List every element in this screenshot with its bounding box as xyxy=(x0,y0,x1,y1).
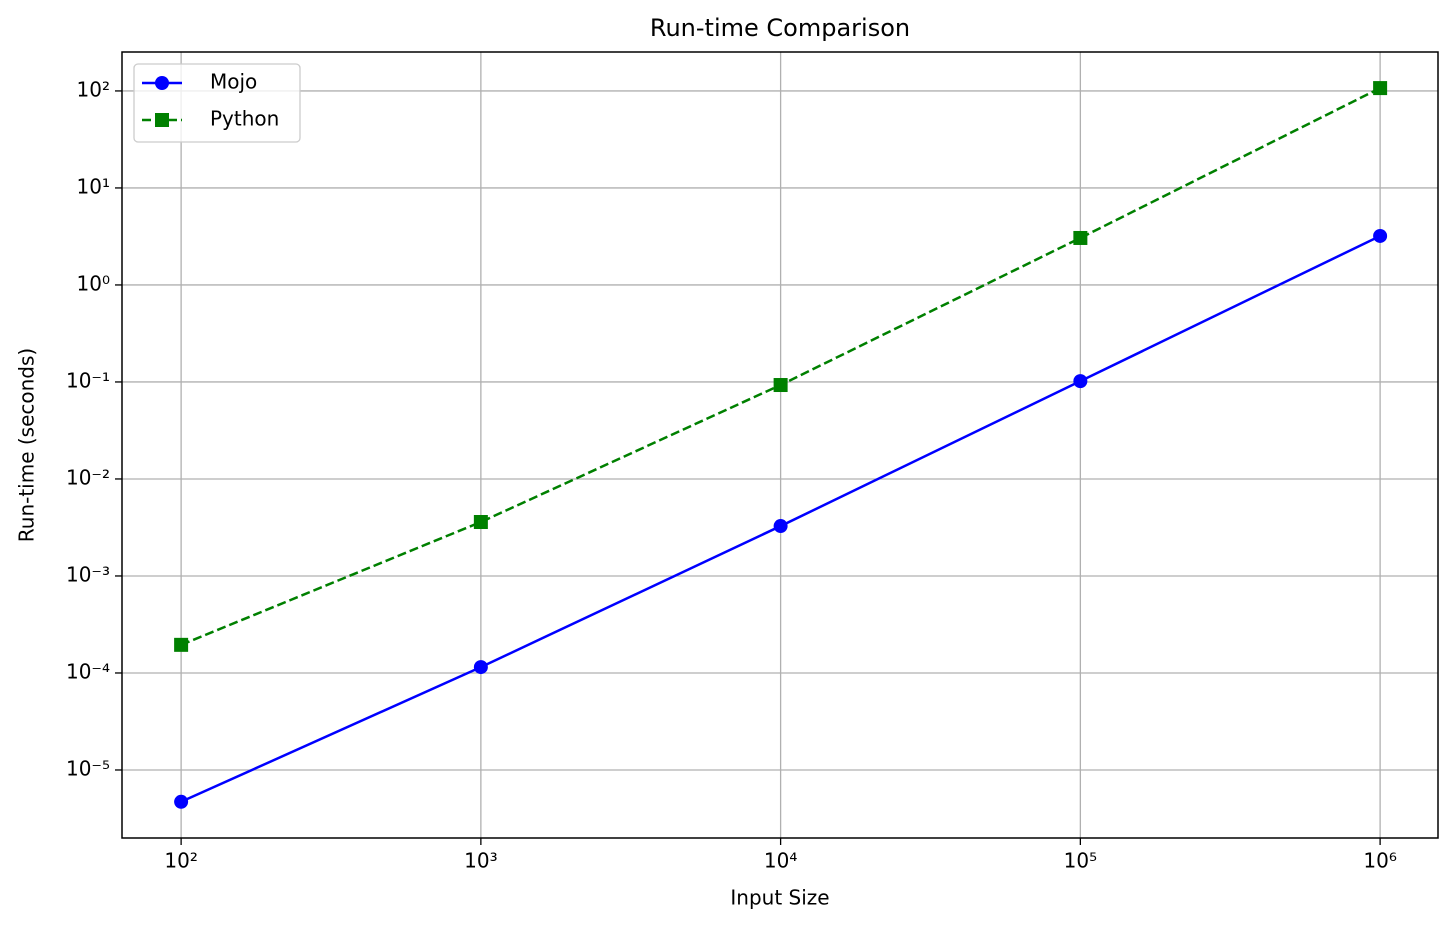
marker xyxy=(1373,81,1388,96)
plot-frame xyxy=(121,51,1439,839)
legend-label: Mojo xyxy=(210,70,257,94)
x-tick-label: 10⁵ xyxy=(1064,849,1097,873)
y-tick-label: 10⁻² xyxy=(66,465,110,489)
y-axis-label: Run-time (seconds) xyxy=(15,348,39,542)
y-tick-label: 10¹ xyxy=(77,174,110,198)
marker xyxy=(174,794,189,809)
x-tick-label: 10² xyxy=(164,849,197,873)
marker xyxy=(773,378,788,393)
y-tick-label: 10⁰ xyxy=(77,271,110,295)
marker xyxy=(473,660,488,675)
x-axis-label: Input Size xyxy=(730,886,829,910)
marker xyxy=(773,519,788,534)
y-tick-label: 10⁻¹ xyxy=(66,368,110,392)
y-tick-label: 10⁻³ xyxy=(66,562,110,586)
marker xyxy=(174,637,189,652)
y-tick-label: 10² xyxy=(77,77,110,101)
chart-title: Run-time Comparison xyxy=(650,14,910,42)
marker xyxy=(1073,374,1088,389)
x-tick-label: 10⁶ xyxy=(1363,849,1396,873)
marker xyxy=(1073,230,1088,245)
legend-marker xyxy=(155,113,169,127)
y-tick-label: 10⁻⁵ xyxy=(66,756,110,780)
legend-marker xyxy=(155,76,169,90)
legend-label: Python xyxy=(210,107,279,131)
x-tick-label: 10³ xyxy=(464,849,497,873)
legend: Mojo Python xyxy=(133,63,301,143)
marker xyxy=(473,515,488,530)
y-tick-label: 10⁻⁴ xyxy=(66,659,110,683)
marker xyxy=(1373,228,1388,243)
x-tick-label: 10⁴ xyxy=(764,849,797,873)
